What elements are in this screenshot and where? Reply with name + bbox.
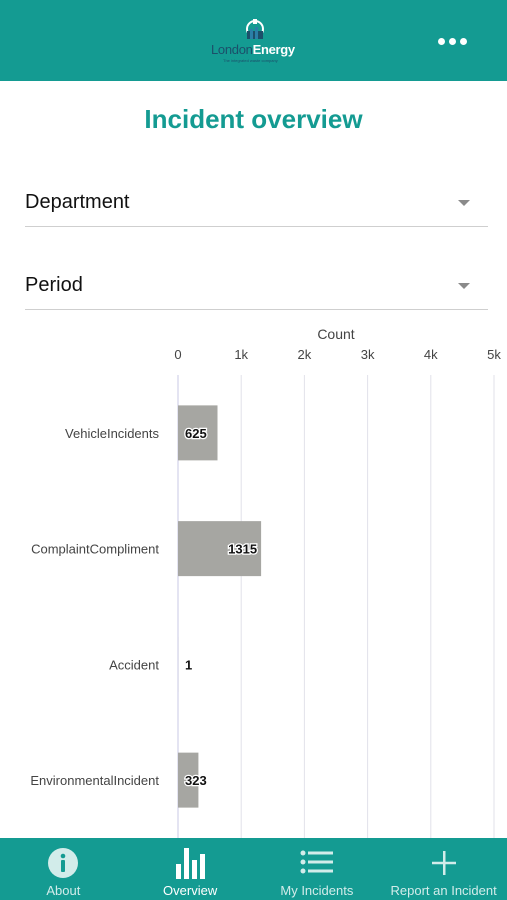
period-dropdown-label: Period [25, 274, 83, 296]
data-label: 1 [185, 657, 192, 672]
incident-count-chart: Count 0 1k 2k 3k 4k 5k VehicleIncidents 625 Compl… [30, 326, 501, 838]
logo-word-london: London [211, 42, 253, 57]
list-icon [300, 850, 333, 874]
chevron-down-icon [458, 283, 470, 289]
tab-about[interactable]: About [0, 838, 127, 900]
tab-report-incident[interactable]: Report an Incident [380, 838, 507, 900]
data-label: 1315 [228, 542, 257, 557]
logo-emblem-icon [246, 19, 264, 39]
london-energy-logo: LondonEnergy The integrated waste compan… [205, 18, 305, 68]
chevron-down-icon [458, 200, 470, 206]
more-dot-icon [448, 37, 456, 45]
tab-about-label: About [46, 883, 81, 898]
x-tick-label: 0 [174, 347, 181, 362]
x-tick-label: 5k [487, 347, 501, 362]
bar-chart-icon [176, 848, 206, 879]
plus-icon [431, 851, 456, 875]
department-dropdown-label: Department [25, 191, 130, 213]
x-tick-label: 1k [234, 347, 248, 362]
more-options-button[interactable] [432, 30, 472, 52]
page-title: Incident overview [144, 104, 363, 134]
app-header: LondonEnergy The integrated waste compan… [0, 0, 507, 81]
x-tick-label: 4k [424, 347, 438, 362]
bar-VehicleIncidents [178, 405, 218, 461]
more-dot-icon [437, 37, 445, 45]
data-label: 323 [185, 773, 207, 788]
logo-wordmark: LondonEnergy [211, 42, 295, 57]
info-icon [48, 848, 79, 878]
x-axis-title: Count [317, 326, 354, 342]
department-dropdown[interactable]: Department [25, 183, 488, 227]
tab-my-incidents[interactable]: My Incidents [254, 838, 381, 900]
bar-EnvironmentalIncident [178, 752, 199, 808]
period-dropdown[interactable]: Period [25, 266, 488, 310]
tab-report-incident-label: Report an Incident [390, 883, 497, 898]
more-dot-icon [459, 37, 467, 45]
tab-overview-label: Overview [163, 883, 218, 898]
bar-ComplaintCompliment [178, 521, 262, 577]
category-label: VehicleIncidents [65, 426, 159, 441]
data-label: 625 [185, 426, 207, 441]
x-tick-label: 3k [361, 347, 375, 362]
bottom-tab-bar: About Overview My Incidents [0, 838, 507, 900]
x-tick-label: 2k [298, 347, 312, 362]
logo-word-energy: Energy [252, 42, 296, 57]
tab-my-incidents-label: My Incidents [280, 883, 354, 898]
category-label: EnvironmentalIncident [30, 773, 159, 788]
category-label: Accident [109, 657, 159, 672]
logo-tagline: The integrated waste company [223, 58, 278, 63]
tab-overview[interactable]: Overview [127, 838, 254, 900]
category-label: ComplaintCompliment [31, 542, 159, 557]
